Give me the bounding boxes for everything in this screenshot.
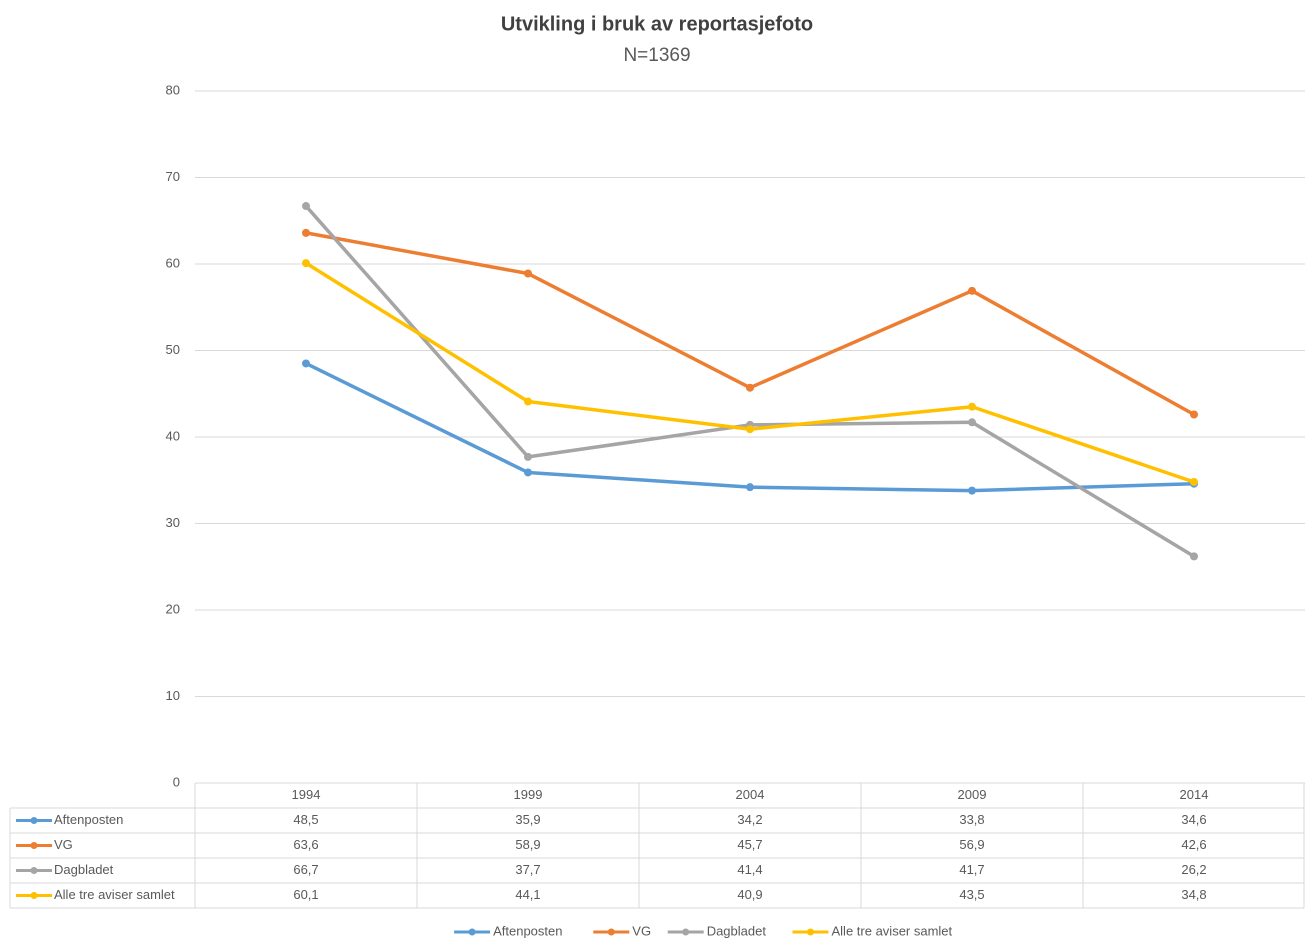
point (1190, 552, 1198, 561)
x-tick-label: 1994 (292, 787, 321, 802)
x-tick-label: 2009 (958, 787, 987, 802)
table-value: 40,9 (737, 887, 762, 902)
y-tick-label: 0 (173, 774, 180, 789)
table-value: 48,5 (293, 812, 318, 827)
table-value: 63,6 (293, 837, 318, 852)
point (302, 202, 310, 211)
y-tick-label: 20 (166, 601, 180, 616)
point (1190, 477, 1198, 486)
table-value: 35,9 (515, 812, 540, 827)
legend-label: VG (632, 923, 651, 938)
table-value: 34,6 (1181, 812, 1206, 827)
table-value: 56,9 (959, 837, 984, 852)
legend-key (468, 928, 476, 936)
y-tick-label: 40 (166, 428, 180, 443)
point (524, 468, 532, 477)
point (968, 486, 976, 495)
table-value: 58,9 (515, 837, 540, 852)
point (524, 452, 532, 461)
table-value: 44,1 (515, 887, 540, 902)
table-value: 60,1 (293, 887, 318, 902)
table-value: 43,5 (959, 887, 984, 902)
table-value: 42,6 (1181, 837, 1206, 852)
legend-label: Aftenposten (493, 923, 562, 938)
table-series-label: Aftenposten (54, 812, 123, 827)
point (524, 269, 532, 278)
point (302, 228, 310, 237)
y-tick-label: 80 (166, 82, 180, 97)
chart-subtitle: N=1369 (623, 45, 690, 66)
table-value: 34,2 (737, 812, 762, 827)
table-legend-key (30, 842, 38, 849)
series-line (305, 261, 1195, 484)
point (968, 418, 976, 427)
legend-key (807, 928, 814, 936)
point (746, 483, 754, 492)
legend-key (682, 928, 690, 936)
table-value: 66,7 (293, 862, 318, 877)
table-value: 33,8 (959, 812, 984, 827)
table-value: 41,7 (959, 862, 984, 877)
x-tick-label: 2004 (736, 787, 765, 802)
table-legend-key (30, 892, 38, 899)
y-tick-label: 10 (166, 688, 180, 703)
table-series-label: Dagbladet (54, 862, 114, 877)
y-tick-label: 30 (166, 515, 180, 530)
table-value: 26,2 (1181, 862, 1206, 877)
table-value: 37,7 (515, 862, 540, 877)
table-value: 34,8 (1181, 887, 1206, 902)
chart-title: Utvikling i bruk av reportasjefoto (501, 13, 813, 35)
point (968, 286, 976, 295)
x-tick-label: 1999 (514, 787, 543, 802)
table-legend-key (30, 867, 38, 874)
point (746, 383, 754, 392)
table-value: 41,4 (737, 862, 762, 877)
table-legend-key (30, 817, 38, 824)
legend-key (607, 928, 615, 936)
y-tick-label: 70 (166, 169, 180, 184)
table-series-label: VG (54, 837, 73, 852)
y-tick-label: 60 (166, 255, 180, 270)
point (302, 259, 310, 268)
table-value: 45,7 (737, 837, 762, 852)
point (524, 397, 532, 406)
point (1190, 410, 1198, 419)
point (302, 359, 310, 368)
y-tick-label: 50 (166, 342, 180, 357)
point (968, 402, 976, 411)
point (746, 425, 754, 434)
legend-label: Alle tre aviser samlet (832, 923, 953, 938)
legend-label: Dagbladet (707, 923, 767, 938)
table-series-label: Alle tre aviser samlet (54, 887, 175, 902)
x-tick-label: 2014 (1180, 787, 1209, 802)
